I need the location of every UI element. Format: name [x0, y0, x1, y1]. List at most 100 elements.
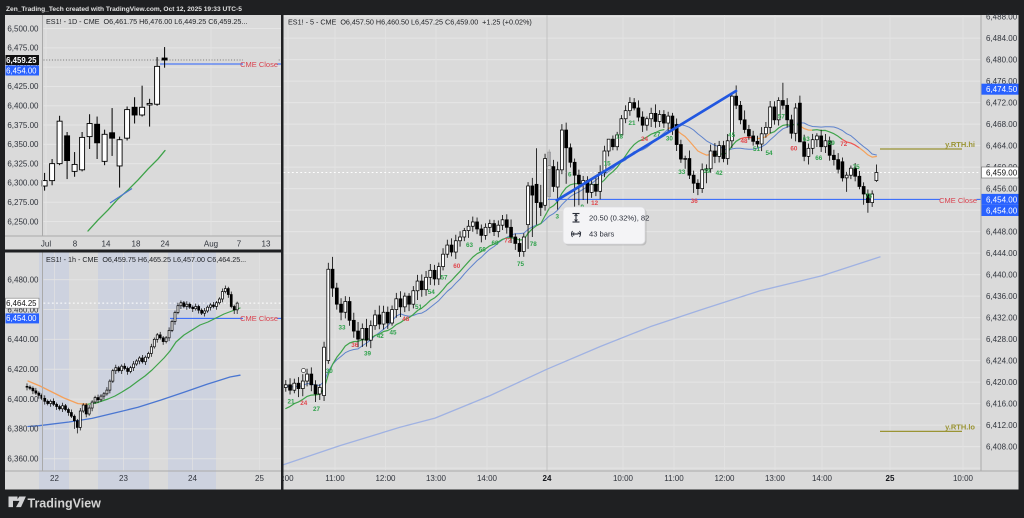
svg-text:CME Close: CME Close: [240, 314, 278, 323]
svg-text:6,375.00: 6,375.00: [7, 121, 39, 130]
svg-text:78: 78: [530, 241, 538, 248]
svg-text:48: 48: [740, 138, 748, 145]
svg-text:78: 78: [865, 193, 873, 200]
svg-text:6,448.00: 6,448.00: [986, 227, 1018, 236]
svg-text:63: 63: [466, 242, 474, 249]
svg-text:6,380.00: 6,380.00: [7, 425, 39, 434]
svg-text:6,424.00: 6,424.00: [986, 356, 1018, 365]
svg-text:TradingView: TradingView: [28, 497, 102, 511]
svg-text:ES1! - 1h - CME O6,459.75 H6,: ES1! - 1h - CME O6,459.75 H6,465.25 L6,4…: [46, 255, 246, 264]
svg-text:6,454.00: 6,454.00: [6, 66, 37, 75]
svg-text:6,480.00: 6,480.00: [7, 275, 39, 284]
svg-text:12:00: 12:00: [375, 474, 396, 483]
svg-text:20.50 (0.32%), 82: 20.50 (0.32%), 82: [589, 214, 649, 223]
svg-text:45: 45: [728, 132, 736, 139]
svg-text:45: 45: [389, 330, 397, 337]
svg-text:60: 60: [790, 145, 798, 152]
svg-text:48: 48: [402, 316, 410, 323]
svg-text:21: 21: [287, 399, 295, 406]
svg-text:12: 12: [591, 200, 599, 207]
svg-text:33: 33: [338, 324, 346, 331]
svg-text:27: 27: [653, 132, 661, 139]
svg-text:36: 36: [351, 342, 359, 349]
svg-text:CME Close: CME Close: [939, 196, 977, 205]
svg-text:6,475.00: 6,475.00: [7, 44, 39, 53]
svg-text:6,350.00: 6,350.00: [7, 140, 39, 149]
svg-text:24: 24: [543, 474, 552, 483]
svg-text:39: 39: [364, 351, 372, 358]
svg-text:11:00: 11:00: [664, 474, 684, 483]
svg-text:10:00: 10:00: [613, 474, 634, 483]
svg-text:Jul: Jul: [41, 240, 51, 249]
svg-text:6,454.00: 6,454.00: [986, 206, 1018, 215]
svg-text:24: 24: [300, 400, 308, 407]
svg-text:6,460.00: 6,460.00: [7, 305, 39, 314]
svg-text:14:00: 14:00: [812, 474, 833, 483]
svg-text:51: 51: [753, 146, 761, 153]
svg-text:y.RTH.lo: y.RTH.lo: [945, 423, 975, 432]
svg-text:6,474.50: 6,474.50: [986, 85, 1018, 94]
svg-text:75: 75: [517, 261, 525, 268]
svg-text:6,250.00: 6,250.00: [7, 217, 39, 226]
svg-text:18: 18: [132, 240, 141, 249]
svg-text:24: 24: [161, 240, 170, 249]
svg-text:66: 66: [479, 246, 487, 253]
svg-text:21: 21: [628, 120, 636, 127]
svg-text:72: 72: [840, 141, 848, 148]
svg-text:ES1! - 1D - CME O6,461.75 H6,: ES1! - 1D - CME O6,461.75 H6,476.00 L6,4…: [46, 17, 247, 26]
svg-text:6,300.00: 6,300.00: [7, 179, 39, 188]
svg-text:54: 54: [765, 150, 773, 157]
svg-text:6,432.00: 6,432.00: [986, 313, 1018, 322]
svg-text:6,454.00: 6,454.00: [986, 195, 1018, 204]
svg-text:22: 22: [50, 474, 59, 483]
svg-text:6,440.00: 6,440.00: [7, 335, 39, 344]
svg-text:y.RTH.hi: y.RTH.hi: [945, 140, 975, 149]
svg-text:6,275.00: 6,275.00: [7, 198, 39, 207]
svg-text:63: 63: [803, 136, 811, 143]
svg-text:30: 30: [326, 368, 334, 375]
svg-text:33: 33: [678, 169, 686, 176]
svg-text:57: 57: [778, 113, 786, 120]
svg-text:6,500.00: 6,500.00: [7, 24, 39, 33]
svg-text:6,459.25: 6,459.25: [6, 56, 37, 65]
svg-text:6,444.00: 6,444.00: [986, 249, 1018, 258]
svg-text:30: 30: [666, 136, 674, 143]
svg-text:6,440.00: 6,440.00: [986, 270, 1018, 279]
svg-text:6,420.00: 6,420.00: [986, 378, 1018, 387]
svg-text:13:00: 13:00: [426, 474, 447, 483]
svg-text:42: 42: [377, 333, 385, 340]
svg-text:60: 60: [453, 263, 461, 270]
svg-text:6,459.00: 6,459.00: [986, 168, 1018, 177]
svg-text:39: 39: [703, 168, 711, 175]
svg-text:6,476.00: 6,476.00: [986, 77, 1018, 86]
svg-text:14: 14: [102, 240, 111, 249]
svg-text:6,464.00: 6,464.00: [986, 141, 1018, 150]
svg-text:Zen_Trading_Tech created with: Zen_Trading_Tech created with TradingVie…: [6, 6, 242, 13]
svg-text:6,420.00: 6,420.00: [7, 365, 39, 374]
svg-text:10:00: 10:00: [953, 474, 974, 483]
svg-text:69: 69: [491, 240, 499, 247]
svg-text:6,468.00: 6,468.00: [986, 120, 1018, 129]
svg-text:Aug: Aug: [204, 240, 218, 249]
svg-text:6,416.00: 6,416.00: [986, 399, 1018, 408]
svg-text:54: 54: [428, 289, 436, 296]
svg-text:15: 15: [604, 160, 612, 167]
svg-text:12:00: 12:00: [714, 474, 735, 483]
svg-text:13:00: 13:00: [765, 474, 786, 483]
svg-text:11:00: 11:00: [325, 474, 345, 483]
svg-text:6,488.00: 6,488.00: [986, 12, 1018, 21]
svg-text:42: 42: [716, 170, 724, 177]
svg-text:66: 66: [815, 155, 823, 162]
svg-text:6,412.00: 6,412.00: [986, 421, 1018, 430]
svg-text:18: 18: [616, 134, 624, 141]
svg-text:43 bars: 43 bars: [589, 230, 615, 239]
svg-text:6,400.00: 6,400.00: [7, 102, 39, 111]
svg-text:14:00: 14:00: [477, 474, 498, 483]
svg-text:36: 36: [691, 198, 699, 205]
svg-text:7: 7: [237, 240, 242, 249]
svg-text:6,472.00: 6,472.00: [986, 98, 1018, 107]
svg-text:6,436.00: 6,436.00: [986, 292, 1018, 301]
svg-text:3: 3: [556, 214, 560, 221]
svg-text:6,325.00: 6,325.00: [7, 159, 39, 168]
svg-text:24: 24: [641, 136, 649, 143]
